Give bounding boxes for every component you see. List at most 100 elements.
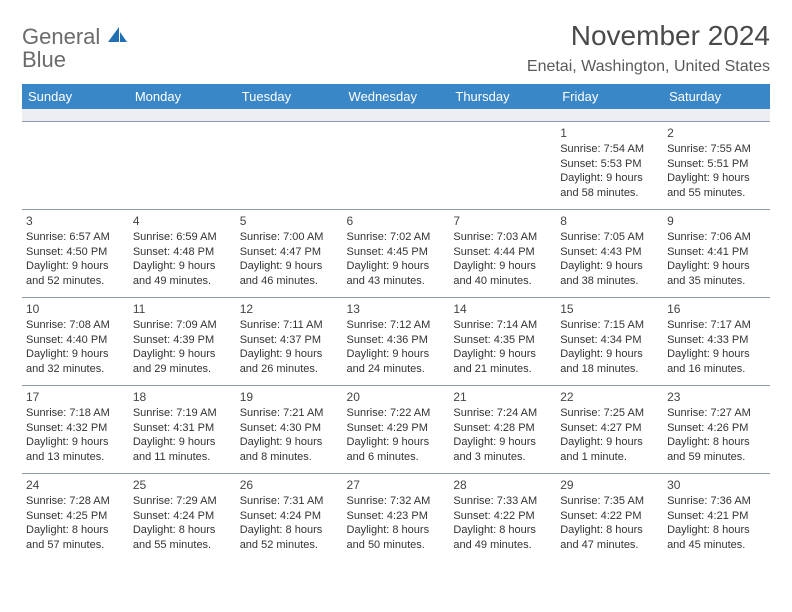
sunset-line: Sunset: 5:51 PM [667, 157, 766, 172]
calendar-week: 3Sunrise: 6:57 AMSunset: 4:50 PMDaylight… [22, 209, 770, 297]
day-number: 14 [453, 301, 552, 317]
daylight-line: Daylight: 9 hours and 52 minutes. [26, 259, 125, 289]
sunset-line: Sunset: 4:48 PM [133, 245, 232, 260]
sunset-line: Sunset: 4:27 PM [560, 421, 659, 436]
day-number: 4 [133, 213, 232, 229]
calendar-day: 12Sunrise: 7:11 AMSunset: 4:37 PMDayligh… [236, 297, 343, 385]
sunset-line: Sunset: 4:39 PM [133, 333, 232, 348]
sunrise-line: Sunrise: 7:35 AM [560, 494, 659, 509]
calendar-week: 24Sunrise: 7:28 AMSunset: 4:25 PMDayligh… [22, 473, 770, 561]
day-number: 11 [133, 301, 232, 317]
daylight-line: Daylight: 8 hours and 55 minutes. [133, 523, 232, 553]
calendar-day: 9Sunrise: 7:06 AMSunset: 4:41 PMDaylight… [663, 209, 770, 297]
sunset-line: Sunset: 4:24 PM [240, 509, 339, 524]
calendar-day: 10Sunrise: 7:08 AMSunset: 4:40 PMDayligh… [22, 297, 129, 385]
calendar-day: 4Sunrise: 6:59 AMSunset: 4:48 PMDaylight… [129, 209, 236, 297]
sunrise-line: Sunrise: 7:36 AM [667, 494, 766, 509]
sunrise-line: Sunrise: 7:31 AM [240, 494, 339, 509]
sunrise-line: Sunrise: 7:24 AM [453, 406, 552, 421]
sunset-line: Sunset: 4:22 PM [453, 509, 552, 524]
day-number: 23 [667, 389, 766, 405]
day-number: 28 [453, 477, 552, 493]
sunrise-line: Sunrise: 7:06 AM [667, 230, 766, 245]
day-header: Thursday [449, 84, 556, 109]
daylight-line: Daylight: 9 hours and 55 minutes. [667, 171, 766, 201]
calendar-day: 21Sunrise: 7:24 AMSunset: 4:28 PMDayligh… [449, 385, 556, 473]
sunrise-line: Sunrise: 7:09 AM [133, 318, 232, 333]
day-number: 25 [133, 477, 232, 493]
calendar-day: 13Sunrise: 7:12 AMSunset: 4:36 PMDayligh… [343, 297, 450, 385]
calendar-day: 17Sunrise: 7:18 AMSunset: 4:32 PMDayligh… [22, 385, 129, 473]
sunset-line: Sunset: 4:33 PM [667, 333, 766, 348]
day-number: 22 [560, 389, 659, 405]
daylight-line: Daylight: 9 hours and 21 minutes. [453, 347, 552, 377]
daylight-line: Daylight: 9 hours and 38 minutes. [560, 259, 659, 289]
sunrise-line: Sunrise: 7:54 AM [560, 142, 659, 157]
day-number: 21 [453, 389, 552, 405]
daylight-line: Daylight: 9 hours and 16 minutes. [667, 347, 766, 377]
sunrise-line: Sunrise: 6:57 AM [26, 230, 125, 245]
day-number: 27 [347, 477, 446, 493]
calendar-day-empty [22, 121, 129, 209]
day-number: 17 [26, 389, 125, 405]
logo-word-1: General [22, 24, 100, 49]
sunrise-line: Sunrise: 7:33 AM [453, 494, 552, 509]
sunrise-line: Sunrise: 7:00 AM [240, 230, 339, 245]
calendar-day-empty [129, 121, 236, 209]
sunrise-line: Sunrise: 7:28 AM [26, 494, 125, 509]
calendar-day: 2Sunrise: 7:55 AMSunset: 5:51 PMDaylight… [663, 121, 770, 209]
calendar-day: 1Sunrise: 7:54 AMSunset: 5:53 PMDaylight… [556, 121, 663, 209]
sunset-line: Sunset: 4:43 PM [560, 245, 659, 260]
daylight-line: Daylight: 9 hours and 58 minutes. [560, 171, 659, 201]
sunrise-line: Sunrise: 6:59 AM [133, 230, 232, 245]
sunset-line: Sunset: 4:37 PM [240, 333, 339, 348]
calendar-day-empty [343, 121, 450, 209]
daylight-line: Daylight: 9 hours and 24 minutes. [347, 347, 446, 377]
daylight-line: Daylight: 8 hours and 52 minutes. [240, 523, 339, 553]
calendar-day: 6Sunrise: 7:02 AMSunset: 4:45 PMDaylight… [343, 209, 450, 297]
daylight-line: Daylight: 8 hours and 49 minutes. [453, 523, 552, 553]
day-number: 10 [26, 301, 125, 317]
daylight-line: Daylight: 9 hours and 13 minutes. [26, 435, 125, 465]
calendar-day: 15Sunrise: 7:15 AMSunset: 4:34 PMDayligh… [556, 297, 663, 385]
sunrise-line: Sunrise: 7:22 AM [347, 406, 446, 421]
day-header: Wednesday [343, 84, 450, 109]
calendar-page: General Blue November 2024 Enetai, Washi… [0, 0, 792, 612]
logo: General Blue [22, 20, 129, 72]
calendar-day: 3Sunrise: 6:57 AMSunset: 4:50 PMDaylight… [22, 209, 129, 297]
daylight-line: Daylight: 8 hours and 45 minutes. [667, 523, 766, 553]
sunrise-line: Sunrise: 7:25 AM [560, 406, 659, 421]
day-number: 6 [347, 213, 446, 229]
calendar-day-empty [449, 121, 556, 209]
calendar-day: 16Sunrise: 7:17 AMSunset: 4:33 PMDayligh… [663, 297, 770, 385]
day-number: 29 [560, 477, 659, 493]
month-title: November 2024 [527, 20, 770, 52]
sunrise-line: Sunrise: 7:55 AM [667, 142, 766, 157]
daylight-line: Daylight: 9 hours and 43 minutes. [347, 259, 446, 289]
calendar-body: 1Sunrise: 7:54 AMSunset: 5:53 PMDaylight… [22, 109, 770, 561]
daylight-line: Daylight: 9 hours and 11 minutes. [133, 435, 232, 465]
calendar-day: 23Sunrise: 7:27 AMSunset: 4:26 PMDayligh… [663, 385, 770, 473]
calendar-day: 11Sunrise: 7:09 AMSunset: 4:39 PMDayligh… [129, 297, 236, 385]
calendar-day: 26Sunrise: 7:31 AMSunset: 4:24 PMDayligh… [236, 473, 343, 561]
sunset-line: Sunset: 4:35 PM [453, 333, 552, 348]
location-text: Enetai, Washington, United States [527, 58, 770, 76]
daylight-line: Daylight: 8 hours and 50 minutes. [347, 523, 446, 553]
sunrise-line: Sunrise: 7:14 AM [453, 318, 552, 333]
sunset-line: Sunset: 4:34 PM [560, 333, 659, 348]
day-number: 8 [560, 213, 659, 229]
spacer-row [22, 109, 770, 121]
sunrise-line: Sunrise: 7:02 AM [347, 230, 446, 245]
sunrise-line: Sunrise: 7:12 AM [347, 318, 446, 333]
day-number: 18 [133, 389, 232, 405]
calendar-day: 25Sunrise: 7:29 AMSunset: 4:24 PMDayligh… [129, 473, 236, 561]
calendar-day-empty [236, 121, 343, 209]
sunset-line: Sunset: 4:50 PM [26, 245, 125, 260]
sunset-line: Sunset: 4:24 PM [133, 509, 232, 524]
logo-text: General Blue [22, 26, 129, 72]
daylight-line: Daylight: 9 hours and 1 minute. [560, 435, 659, 465]
calendar-day: 29Sunrise: 7:35 AMSunset: 4:22 PMDayligh… [556, 473, 663, 561]
calendar-table: SundayMondayTuesdayWednesdayThursdayFrid… [22, 84, 770, 561]
daylight-line: Daylight: 9 hours and 29 minutes. [133, 347, 232, 377]
day-header: Sunday [22, 84, 129, 109]
